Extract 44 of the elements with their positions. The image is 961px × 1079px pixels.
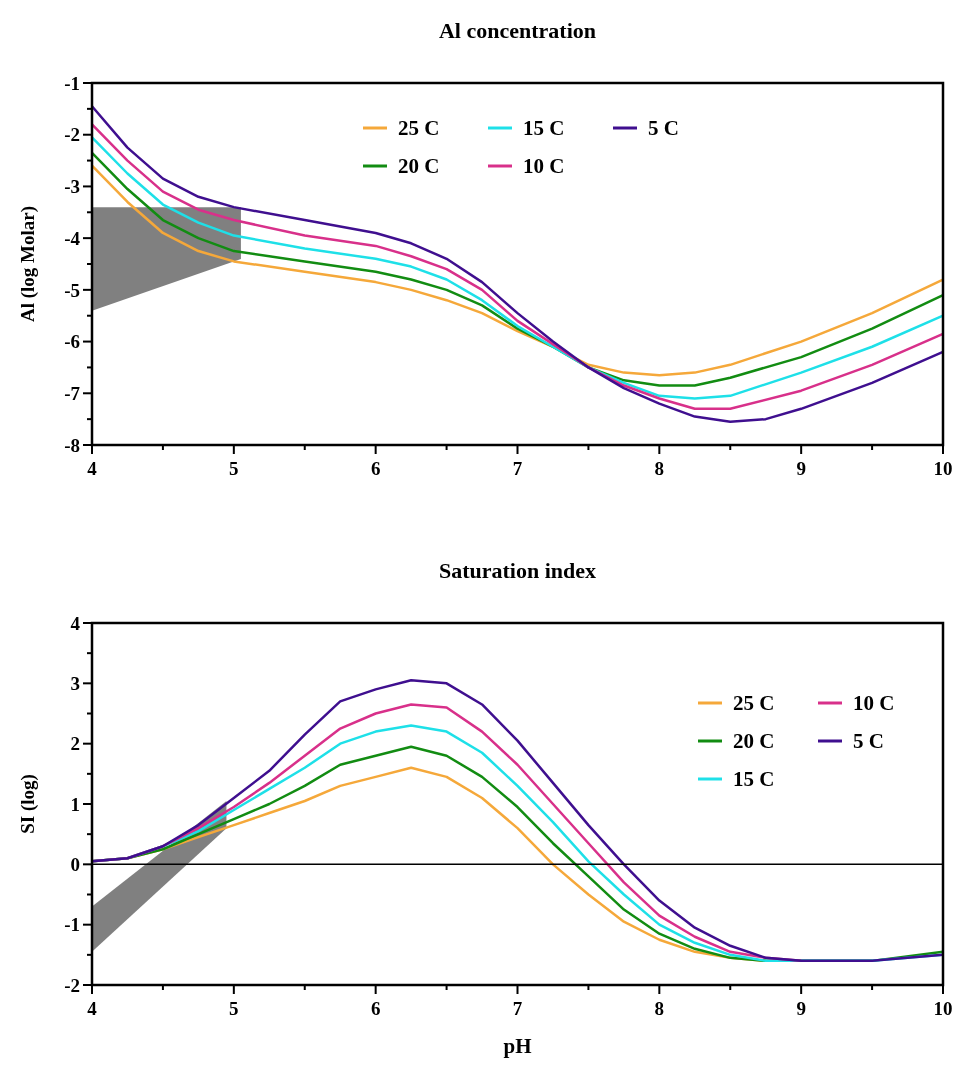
y-tick-label: -6 xyxy=(64,331,80,353)
y-tick-label: -1 xyxy=(64,72,80,94)
x-tick-label: 10 xyxy=(933,458,953,479)
y-tick-label: 1 xyxy=(70,793,80,815)
y-tick-label: -2 xyxy=(64,124,80,146)
legend-label: 10 C xyxy=(523,154,565,179)
x-tick-label: 9 xyxy=(796,998,806,1019)
x-tick-label: 5 xyxy=(229,998,239,1019)
y-tick-label: -8 xyxy=(64,434,80,456)
legend-label: 15 C xyxy=(523,116,565,141)
legend-label: 25 C xyxy=(398,116,440,141)
y-axis-title: SI (log) xyxy=(17,774,39,834)
x-tick-label: 6 xyxy=(370,458,381,479)
chart-title: Al concentration xyxy=(438,18,597,43)
legend-label: 15 C xyxy=(733,767,775,792)
legend-label: 5 C xyxy=(853,729,884,754)
y-tick-label: -7 xyxy=(64,382,81,404)
y-tick-label: 0 xyxy=(70,853,80,875)
y-tick-label: -5 xyxy=(64,279,80,301)
x-tick-label: 4 xyxy=(87,458,98,479)
legend-label: 5 C xyxy=(648,116,679,141)
y-axis-title: Al (log Molar) xyxy=(17,205,39,323)
y-tick-label: 4 xyxy=(70,612,81,634)
x-axis-title: pH xyxy=(503,1034,532,1058)
legend-label: 20 C xyxy=(398,154,440,179)
x-tick-label: 7 xyxy=(512,458,523,479)
y-tick-label: -1 xyxy=(64,914,80,936)
x-tick-label: 9 xyxy=(796,458,806,479)
x-tick-label: 4 xyxy=(87,998,98,1019)
legend-label: 10 C xyxy=(853,691,895,716)
y-tick-label: 2 xyxy=(70,733,80,755)
y-tick-label: -2 xyxy=(64,974,80,996)
y-tick-label: -4 xyxy=(64,227,81,249)
x-tick-label: 7 xyxy=(512,998,523,1019)
x-tick-label: 8 xyxy=(654,458,665,479)
y-tick-label: 3 xyxy=(70,672,80,694)
x-tick-label: 10 xyxy=(933,998,953,1019)
y-tick-label: -3 xyxy=(64,176,80,198)
chart-title: Saturation index xyxy=(438,558,597,583)
legend-label: 25 C xyxy=(733,691,775,716)
x-tick-label: 8 xyxy=(654,998,665,1019)
legend-label: 20 C xyxy=(733,729,775,754)
x-tick-label: 6 xyxy=(370,998,381,1019)
x-tick-label: 5 xyxy=(229,458,239,479)
